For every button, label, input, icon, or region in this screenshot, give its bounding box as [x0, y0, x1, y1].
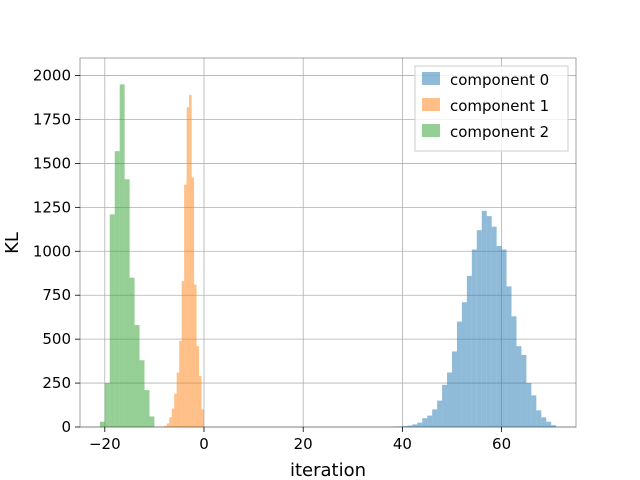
- histogram-bar: [169, 417, 172, 427]
- y-tick-label: 500: [42, 330, 71, 348]
- histogram-bar: [139, 360, 145, 427]
- y-tick-label: 1250: [33, 198, 71, 216]
- histogram-bars: [99, 84, 557, 428]
- histogram-bar: [164, 426, 167, 427]
- histogram-bar: [541, 417, 547, 427]
- histogram-bar: [196, 346, 200, 427]
- histogram-bar: [129, 277, 135, 427]
- x-tick-label: 20: [294, 435, 313, 453]
- series-2-bars: [99, 84, 155, 427]
- histogram-bar: [166, 423, 170, 427]
- histogram-bar: [546, 421, 552, 427]
- histogram-bar: [191, 177, 195, 427]
- x-axis-label: iteration: [290, 460, 366, 480]
- histogram-bar: [471, 249, 477, 427]
- histogram-bar: [486, 216, 492, 427]
- histogram-bar: [114, 151, 120, 427]
- legend-swatch: [422, 98, 440, 111]
- histogram-bar: [181, 281, 185, 427]
- legend-entry-label: component 2: [450, 123, 549, 141]
- legend-swatch: [422, 72, 440, 85]
- series-1-bars: [164, 94, 204, 428]
- histogram-bar: [99, 421, 105, 427]
- legend-swatch: [422, 124, 440, 137]
- series-0-bars: [392, 210, 557, 427]
- x-tick-label: 60: [492, 435, 511, 453]
- histogram-bar: [417, 422, 423, 427]
- histogram-bar: [476, 230, 482, 427]
- histogram-bar: [496, 246, 502, 427]
- histogram-bar: [491, 226, 497, 427]
- histogram-bar: [442, 384, 448, 427]
- y-tick-label: 1000: [33, 242, 71, 260]
- legend-entry-label: component 0: [450, 71, 549, 89]
- histogram-bar: [481, 210, 487, 427]
- histogram-bar: [412, 424, 418, 427]
- histogram-bar: [407, 425, 413, 427]
- histogram-bar: [397, 426, 403, 427]
- x-tick-label: −20: [89, 435, 121, 453]
- x-tick-label: 40: [393, 435, 412, 453]
- histogram-bar: [466, 275, 472, 427]
- histogram-bar: [194, 284, 197, 427]
- histogram-bar: [179, 340, 182, 427]
- histogram-bar: [452, 351, 457, 427]
- legend: component 0 component 1 component 2: [414, 65, 569, 152]
- y-tick-label: 2000: [33, 67, 71, 85]
- histogram-bar: [456, 321, 462, 427]
- y-tick-label: 0: [61, 418, 71, 436]
- histogram-bar: [536, 410, 542, 427]
- histogram-bar: [201, 409, 204, 427]
- histogram-bar: [427, 415, 433, 427]
- histogram-bar: [402, 426, 408, 427]
- histogram-bar: [501, 249, 507, 427]
- legend-box: [414, 65, 569, 152]
- y-axis-ticks: 0 250 500 750 1000 1250 1500 1750 2000: [33, 67, 80, 436]
- y-tick-label: 750: [42, 286, 71, 304]
- histogram-bar: [511, 316, 517, 427]
- histogram-bar: [124, 179, 130, 427]
- x-axis-ticks: −20 0 20 40 60: [89, 427, 511, 453]
- histogram-bar: [109, 214, 115, 427]
- histogram-bar: [149, 416, 155, 427]
- histogram-bar: [184, 184, 187, 427]
- y-tick-label: 250: [42, 374, 71, 392]
- y-tick-label: 1500: [33, 154, 71, 172]
- histogram-bar: [174, 393, 177, 427]
- histogram-bar: [516, 346, 522, 427]
- histogram-bar: [447, 372, 452, 427]
- histogram-bar: [437, 400, 443, 427]
- histogram-bar: [526, 383, 532, 427]
- histogram-bar: [422, 418, 428, 427]
- y-axis-label: KL: [2, 232, 23, 254]
- histogram-bar: [186, 107, 190, 427]
- histogram-bar: [432, 409, 438, 427]
- histogram-bar: [176, 372, 180, 427]
- histogram-bar: [551, 425, 557, 427]
- histogram-bar: [199, 376, 202, 427]
- histogram-bar: [531, 395, 537, 427]
- histogram-bar: [521, 354, 527, 427]
- histogram-bar: [506, 286, 512, 427]
- histogram-bar: [104, 383, 110, 427]
- x-tick-label: 0: [199, 435, 209, 453]
- histogram-bar: [119, 84, 125, 427]
- histogram-bar: [461, 302, 467, 427]
- y-tick-label: 1750: [33, 111, 71, 129]
- histogram-bar: [189, 94, 192, 428]
- histogram-bar: [144, 390, 150, 427]
- histogram-bar: [171, 408, 175, 427]
- plot-frame: [79, 57, 577, 428]
- histogram-bar: [134, 325, 140, 427]
- legend-entry-label: component 1: [450, 97, 549, 115]
